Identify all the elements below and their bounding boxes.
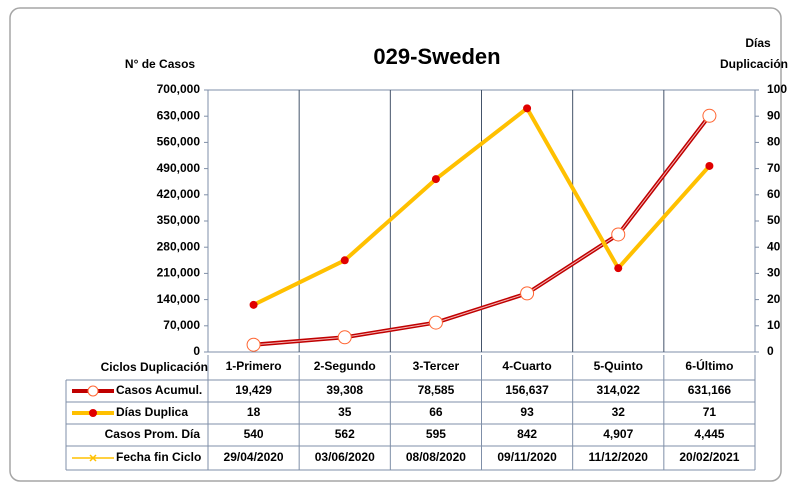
x-tick-label: 5-Quinto [594, 359, 643, 373]
table-row-label: Fecha fin Ciclo [116, 450, 201, 464]
table-cell: 631,166 [688, 383, 732, 397]
series-line-highlight [253, 115, 710, 346]
y-axis-title: N° de Casos [125, 57, 195, 71]
x-tick-label: 2-Segundo [314, 359, 376, 373]
y2-tick-label: 80 [767, 135, 781, 149]
table-cell: 842 [517, 427, 537, 441]
point-marker [428, 315, 443, 330]
y2-tick-label: 100 [767, 82, 787, 96]
x-tick-label: 4-Cuarto [502, 359, 551, 373]
table-cell: 314,022 [597, 383, 641, 397]
table-cell: 18 [247, 405, 261, 419]
y-tick-label: 490,000 [157, 161, 201, 175]
chart-frame [9, 7, 782, 482]
point-marker [340, 256, 349, 265]
y2-tick-label: 10 [767, 318, 781, 332]
y-tick-label: 70,000 [163, 318, 200, 332]
table-cell: 540 [244, 427, 264, 441]
table-cell: 08/08/2020 [406, 450, 466, 464]
table-cell: 71 [703, 405, 717, 419]
y2-tick-label: 50 [767, 213, 781, 227]
table-cell: 156,637 [505, 383, 549, 397]
point-marker [614, 264, 623, 273]
x-tick-label: 1-Primero [226, 359, 282, 373]
y2-tick-label: 20 [767, 292, 781, 306]
series-line [252, 106, 711, 307]
y2-tick-label: 70 [767, 161, 781, 175]
table-row-label: Casos Prom. Día [105, 427, 201, 441]
point-marker [523, 104, 532, 113]
y-tick-label: 210,000 [157, 266, 201, 280]
y2-tick-label: 60 [767, 187, 781, 201]
table-header: Ciclos Duplicación [101, 360, 208, 374]
table-row-label: Casos Acumul. [116, 383, 202, 397]
point-marker [705, 161, 714, 170]
y-tick-label: 280,000 [157, 239, 201, 253]
table-cell: 66 [429, 405, 443, 419]
table-cell: 562 [335, 427, 355, 441]
table-cell: 03/06/2020 [315, 450, 375, 464]
y-tick-label: 350,000 [157, 213, 201, 227]
legend-key [89, 454, 97, 462]
y2-axis-title: Duplicación [720, 57, 788, 71]
table-cell: 93 [520, 405, 534, 419]
y2-tick-label: 30 [767, 266, 781, 280]
table-row-label: Días Duplica [116, 405, 188, 419]
table-cell: 35 [338, 405, 352, 419]
y-tick-label: 560,000 [157, 135, 201, 149]
y2-tick-label: 90 [767, 108, 781, 122]
y-tick-label: 140,000 [157, 292, 201, 306]
point-marker [611, 227, 626, 242]
table-cell: 20/02/2021 [679, 450, 739, 464]
point-marker [520, 286, 535, 301]
y-tick-label: 420,000 [157, 187, 201, 201]
table-cell: 78,585 [418, 383, 455, 397]
table-cell: 29/04/2020 [224, 450, 284, 464]
point-marker [337, 330, 352, 345]
legend-key [87, 385, 99, 397]
table-cell: 39,308 [326, 383, 363, 397]
table-cell: 4,445 [694, 427, 724, 441]
table-cell: 4,907 [603, 427, 633, 441]
x-tick-label: 3-Tercer [413, 359, 460, 373]
table-cell: 32 [612, 405, 626, 419]
y-tick-label: 700,000 [157, 82, 201, 96]
point-marker [431, 175, 440, 184]
y-tick-label: 630,000 [157, 108, 201, 122]
point-marker [249, 300, 258, 309]
table-cell: 09/11/2020 [497, 450, 557, 464]
y-tick-label: 0 [193, 344, 200, 358]
y2-tick-label: 40 [767, 239, 781, 253]
point-marker [246, 337, 261, 352]
table-cell: 19,429 [235, 383, 272, 397]
chart-title: 029-Sweden [373, 44, 500, 69]
legend-key [89, 409, 97, 417]
y2-axis-title: Días [745, 36, 771, 50]
table-cell: 595 [426, 427, 446, 441]
x-tick-label: 6-Último [685, 358, 733, 373]
table-cell: 11/12/2020 [589, 450, 649, 464]
y2-tick-label: 0 [767, 344, 774, 358]
point-marker [702, 108, 717, 123]
